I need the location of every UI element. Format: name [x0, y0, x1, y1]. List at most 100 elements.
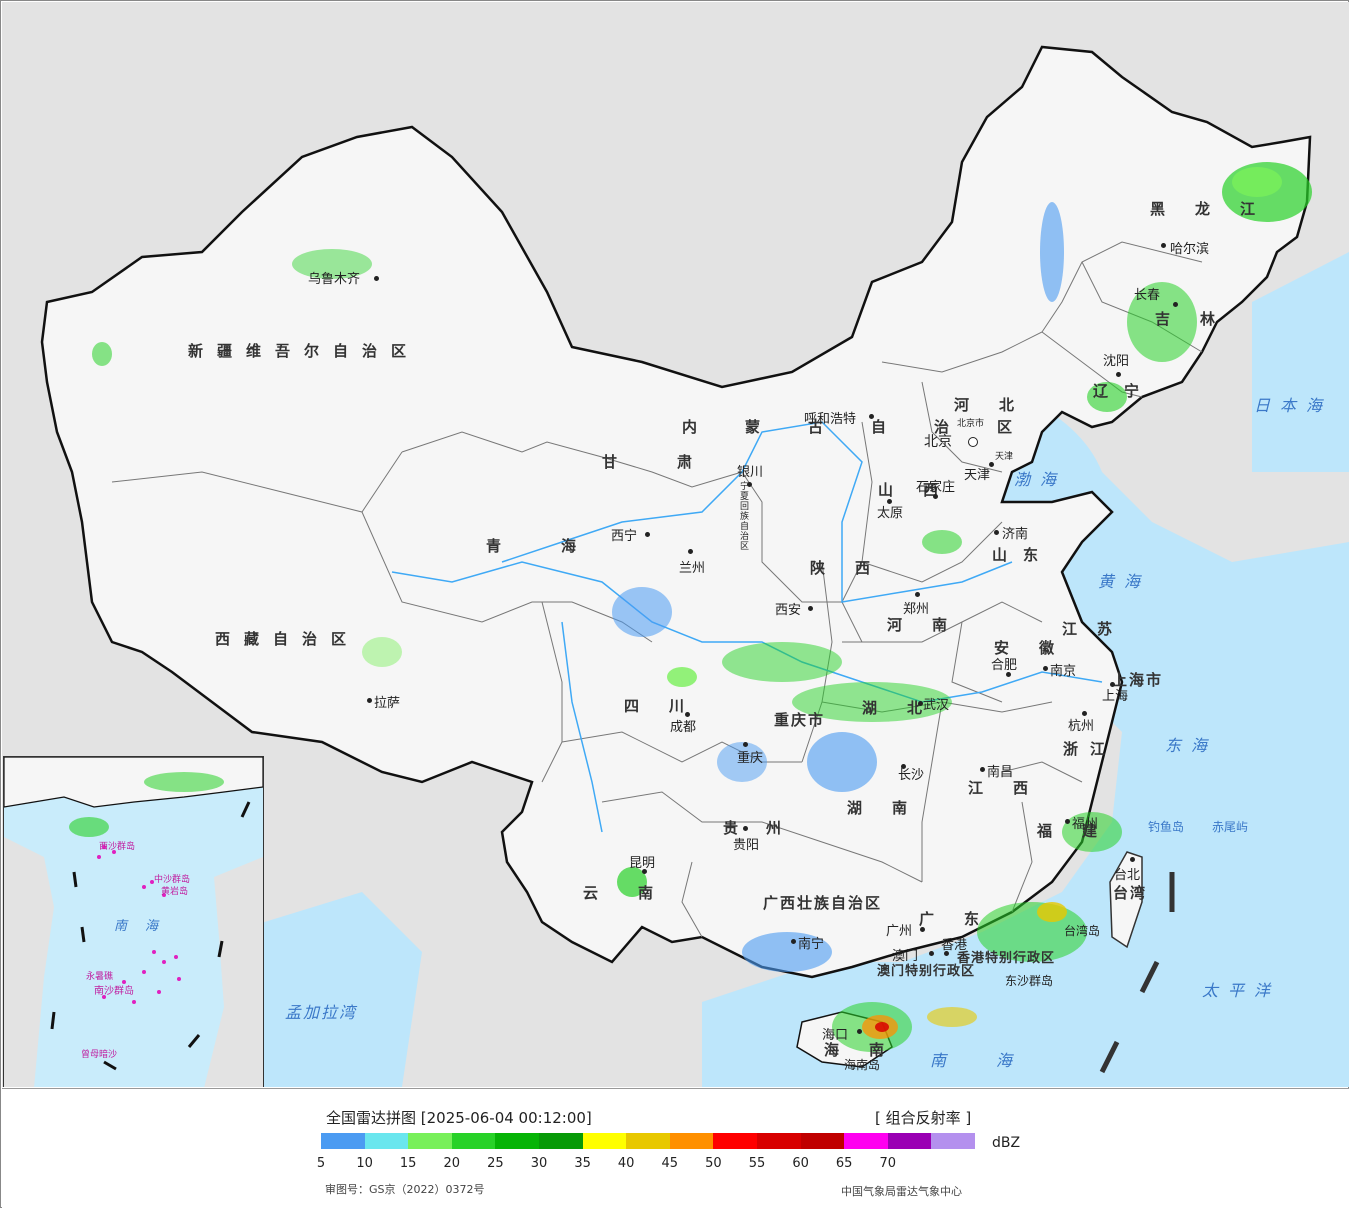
province-label-jiangsu: 江苏 [1062, 620, 1133, 638]
province-label-jiangxi: 江西 [968, 779, 1059, 797]
maritime-boundary-dashes [1099, 872, 1175, 1074]
inset-land-west [4, 837, 54, 1087]
city-dot [920, 927, 925, 932]
city-label-hangzhou: 杭州 [1068, 719, 1095, 734]
city-dot [791, 939, 796, 944]
city-dot [685, 712, 690, 717]
province-label-anhui: 安徽 [994, 639, 1085, 657]
china-landmass [40, 45, 1312, 979]
map-panel: 新疆维吾尔自治区 西藏自治区 青海 甘肃 内蒙古自治区 四川 云南 陕西 山西 … [2, 2, 1349, 1087]
color-scale-tick-label: 50 [705, 1156, 722, 1171]
city-label-shenyang: 沈阳 [1103, 354, 1130, 369]
sea-label-yellow-sea: 黄海 [1098, 572, 1151, 591]
color-scale-bar [321, 1133, 975, 1149]
island-label-chiwei: 赤尾屿 [1212, 820, 1249, 834]
color-scale-tick-label: 60 [792, 1156, 809, 1171]
province-label-hubei: 湖北 [862, 699, 953, 717]
inset-label-yongshu: 永暑礁 [86, 972, 114, 982]
province-label-henan: 河南 [887, 616, 978, 634]
province-label-sichuan: 四川 [624, 697, 715, 715]
province-label-xizang: 西藏自治区 [215, 630, 361, 648]
city-label-nanchang: 南昌 [987, 765, 1014, 780]
south-china-sea-inset: 南海 西沙群岛 中沙群岛 黄岩岛 永暑礁 南沙群岛 曾母暗沙 [3, 756, 264, 1087]
city-label-jinan: 济南 [1002, 527, 1029, 542]
color-scale-tick-label: 65 [835, 1156, 853, 1171]
color-scale-tick-label: 35 [574, 1156, 591, 1171]
city-dot [688, 549, 693, 554]
color-swatch [408, 1133, 452, 1149]
inset-map-svg [4, 757, 263, 1087]
city-dot [1116, 372, 1121, 377]
taiwan-island [1109, 851, 1143, 949]
city-label-guiyang: 贵阳 [733, 838, 760, 853]
province-label-taiwan: 台湾 [1113, 884, 1148, 902]
legend-unit: dBZ [992, 1135, 1021, 1151]
color-swatch [756, 1133, 801, 1149]
province-label-xinjiang: 新疆维吾尔自治区 [188, 342, 421, 360]
city-dot [642, 869, 647, 874]
city-dot [1006, 672, 1011, 677]
city-label-lhasa: 拉萨 [374, 696, 401, 711]
province-label-shandong: 山东 [992, 546, 1055, 564]
color-swatch [582, 1133, 627, 1149]
island-label-hainan: 海南岛 [844, 1058, 881, 1072]
city-dot [1043, 666, 1048, 671]
city-dot [918, 701, 923, 706]
province-label-neimenggu: 内蒙古自治区 [682, 418, 1061, 436]
city-dot [901, 764, 906, 769]
color-swatch [931, 1133, 975, 1149]
radar-echoes [92, 162, 1312, 1052]
color-swatch [321, 1133, 365, 1149]
province-label-guizhou: 贵州 [723, 819, 810, 837]
color-scale-tick-label: 55 [748, 1156, 766, 1171]
city-label-taiyuan: 太原 [877, 506, 904, 521]
island-label-dongsha: 东沙群岛 [1005, 974, 1054, 988]
city-label-hongkong: 香港 [941, 938, 968, 953]
inset-land [4, 757, 263, 808]
province-label-guangdong: 广东 [919, 910, 1010, 928]
city-dot [933, 494, 938, 499]
province-label-ningxia: 宁夏回族自治区 [740, 482, 750, 552]
sea-label-south-china-sea: 南海 [930, 1051, 1063, 1070]
city-label-hohhot: 呼和浩特 [804, 412, 857, 427]
city-dot [857, 1029, 862, 1034]
city-label-changchun: 长春 [1134, 288, 1161, 303]
city-dot [915, 592, 920, 597]
city-label-harbin: 哈尔滨 [1170, 242, 1210, 257]
city-label-chengdu: 成都 [670, 720, 697, 735]
ocean-japan-sea [1252, 252, 1349, 472]
legend-product-type: [ 组合反射率 ] [875, 1109, 972, 1127]
city-label-urumqi: 乌鲁木齐 [308, 272, 361, 287]
color-swatch [669, 1133, 714, 1149]
city-dot [929, 951, 934, 956]
city-label-nanning: 南宁 [798, 937, 825, 952]
color-swatch [887, 1133, 932, 1149]
city-dot [1065, 819, 1070, 824]
color-swatch [844, 1133, 888, 1149]
city-dot [743, 742, 748, 747]
city-label-taipei: 台北 [1114, 868, 1141, 883]
inset-islands [97, 845, 181, 1004]
color-swatch [800, 1133, 845, 1149]
inset-label-zhongsha: 中沙群岛 [154, 875, 191, 885]
city-label-fuzhou: 福州 [1072, 817, 1099, 832]
province-label-fujian: 福建 [1037, 822, 1128, 840]
map-approval-number: 审图号：GS京（2022）0372号 [325, 1183, 485, 1196]
color-scale-tick-label: 45 [661, 1156, 679, 1171]
legend-panel: 全国雷达拼图 [2025-06-04 00:12:00] [ 组合反射率 ] d… [2, 1088, 1349, 1209]
city-dot [989, 462, 994, 467]
inset-label-xisha: 西沙群岛 [99, 842, 136, 852]
city-label-wuhan: 武汉 [923, 698, 950, 713]
province-label-hunan: 湖南 [847, 799, 938, 817]
city-dot [1173, 302, 1178, 307]
city-label-hefei: 合肥 [991, 658, 1018, 673]
city-dot [743, 826, 748, 831]
city-dot [747, 482, 752, 487]
color-scale-tick-label: 15 [399, 1156, 417, 1171]
color-scale-tick-label: 5 [316, 1156, 326, 1171]
color-swatch [538, 1133, 583, 1149]
color-swatch [451, 1133, 496, 1149]
province-label-shaanxi: 陕西 [810, 559, 901, 577]
city-label-shijiazhuang: 石家庄 [916, 480, 956, 495]
